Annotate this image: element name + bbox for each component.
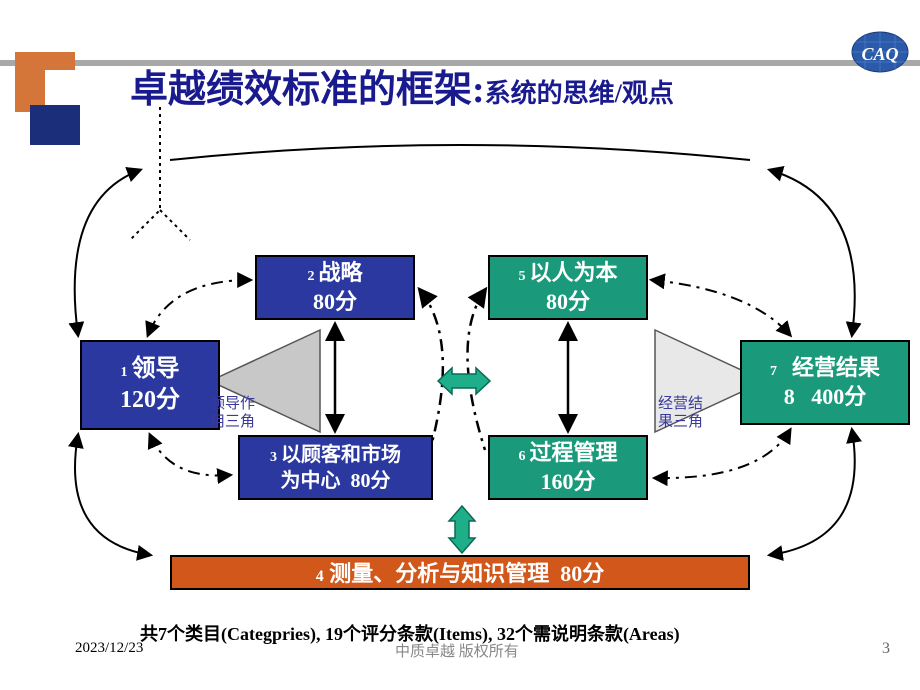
node-results: 7 经营结果 8 400分 [740,340,910,425]
node-leadership: 1领导 120分 [80,340,220,430]
title-main: 卓越绩效标准的框架: [130,69,485,111]
node-measurement: 4 测量、分析与知识管理 80分 [170,555,750,590]
right-triangle-label: 经营结 果三角 [658,395,703,431]
header-navy-block [30,105,80,145]
node-process: 6过程管理 160分 [488,435,648,500]
page-title: 卓越绩效标准的框架:系统的思维/观点 [130,58,674,113]
center-horiz-arrow [438,368,490,394]
page-number: 3 [882,640,890,658]
date-text: 2023/12/23 [75,640,143,657]
node-strategy: 2战略 80分 [255,255,415,320]
left-triangle-label: 领导作 用三角 [210,395,255,431]
svg-text:CAQ: CAQ [861,44,898,64]
center-vert-arrow [449,506,475,553]
node-customer: 3以顾客和市场 为中心 80分 [238,435,433,500]
header-orange-block [15,52,45,112]
caq-logo: CAQ [850,30,910,75]
node-people: 5以人为本 80分 [488,255,648,320]
copyright-text: 中质卓越 版权所有 [395,640,519,661]
title-sub: 系统的思维/观点 [485,79,674,108]
